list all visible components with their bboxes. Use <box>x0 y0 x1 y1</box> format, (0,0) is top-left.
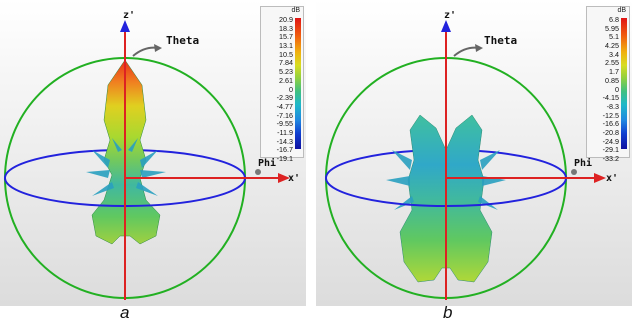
legend-tick: -9.55 <box>276 119 293 129</box>
x-axis-arrowhead <box>594 173 606 183</box>
legend-tick: -2.39 <box>276 93 293 103</box>
panel-b: z' x' Theta Phi dB 6.8 5.95 5.1 4.25 3.4… <box>316 0 632 306</box>
x-axis-label: x' <box>606 173 618 184</box>
legend-tick: -24.9 <box>602 136 619 146</box>
legend-tick: 4.25 <box>605 41 619 51</box>
legend-tick: -11.9 <box>277 127 293 137</box>
legend-tick: -7.16 <box>276 110 293 120</box>
phi-label: Phi <box>574 157 592 169</box>
legend-tick: 0 <box>615 84 619 94</box>
x-axis-arrowhead <box>278 173 290 183</box>
legend-tick: -19.1 <box>276 154 293 163</box>
z-axis-label: z' <box>123 10 135 21</box>
panel-label-a: a <box>120 303 130 322</box>
phi-marker <box>255 169 261 175</box>
panel-label-b: b <box>443 303 453 322</box>
legend-tick: -29.1 <box>602 145 619 155</box>
legend-tick: -4.77 <box>276 101 293 111</box>
legend-ticks: 20.9 18.3 15.7 13.1 10.5 7.84 5.23 2.61 … <box>263 15 293 164</box>
legend-tick: 5.95 <box>605 23 619 33</box>
legend-tick: -16.6 <box>602 119 619 129</box>
legend-tick: 5.23 <box>279 67 293 77</box>
legend-ticks: 6.8 5.95 5.1 4.25 3.4 2.55 1.7 0.85 0 -4… <box>589 15 619 164</box>
z-axis-arrowhead <box>441 20 451 32</box>
legend-tick: 2.61 <box>279 75 293 85</box>
legend-tick: 20.9 <box>279 15 293 24</box>
phi-marker <box>571 169 577 175</box>
legend-tick: 6.8 <box>609 15 619 24</box>
legend-tick: -12.5 <box>602 110 619 120</box>
legend-tick: 0 <box>289 84 293 94</box>
legend-tick: -14.3 <box>276 136 293 146</box>
legend-tick: 1.7 <box>609 67 619 77</box>
scene-b: z' x' Theta Phi <box>316 0 632 306</box>
scene-a: z' x' Theta Phi <box>0 0 306 306</box>
legend-tick: 10.5 <box>279 49 293 59</box>
legend-tick: -16.7 <box>276 145 293 155</box>
legend-tick: 0.85 <box>605 75 619 85</box>
legend-tick: 5.1 <box>609 32 619 42</box>
legend-tick: 2.55 <box>605 58 619 68</box>
theta-label: Theta <box>166 34 199 47</box>
legend-tick: -20.8 <box>602 127 619 137</box>
legend-tick: 7.84 <box>279 58 293 68</box>
legend-colorbar <box>295 18 301 149</box>
theta-label: Theta <box>484 34 517 47</box>
legend-tick: 18.3 <box>279 23 293 33</box>
legend-tick: -8.3 <box>606 101 619 111</box>
x-axis-label: x' <box>288 173 300 184</box>
legend-a: dB 20.9 18.3 15.7 13.1 10.5 7.84 5.23 2.… <box>260 6 304 163</box>
panel-a: z' x' Theta Phi dB 20.9 18.3 15.7 13.1 1… <box>0 0 306 306</box>
legend-b: dB 6.8 5.95 5.1 4.25 3.4 2.55 1.7 0.85 0… <box>586 6 630 163</box>
z-axis-label: z' <box>444 10 456 21</box>
legend-tick: 15.7 <box>279 32 293 42</box>
legend-unit: dB <box>617 7 626 14</box>
legend-tick: 3.4 <box>609 49 619 59</box>
legend-tick: -33.2 <box>602 154 619 163</box>
legend-tick: -4.15 <box>602 93 619 103</box>
legend-colorbar <box>621 18 627 149</box>
legend-unit: dB <box>291 7 300 14</box>
z-axis-arrowhead <box>120 20 130 32</box>
phi-label: Phi <box>258 157 276 169</box>
legend-tick: 13.1 <box>279 41 293 51</box>
